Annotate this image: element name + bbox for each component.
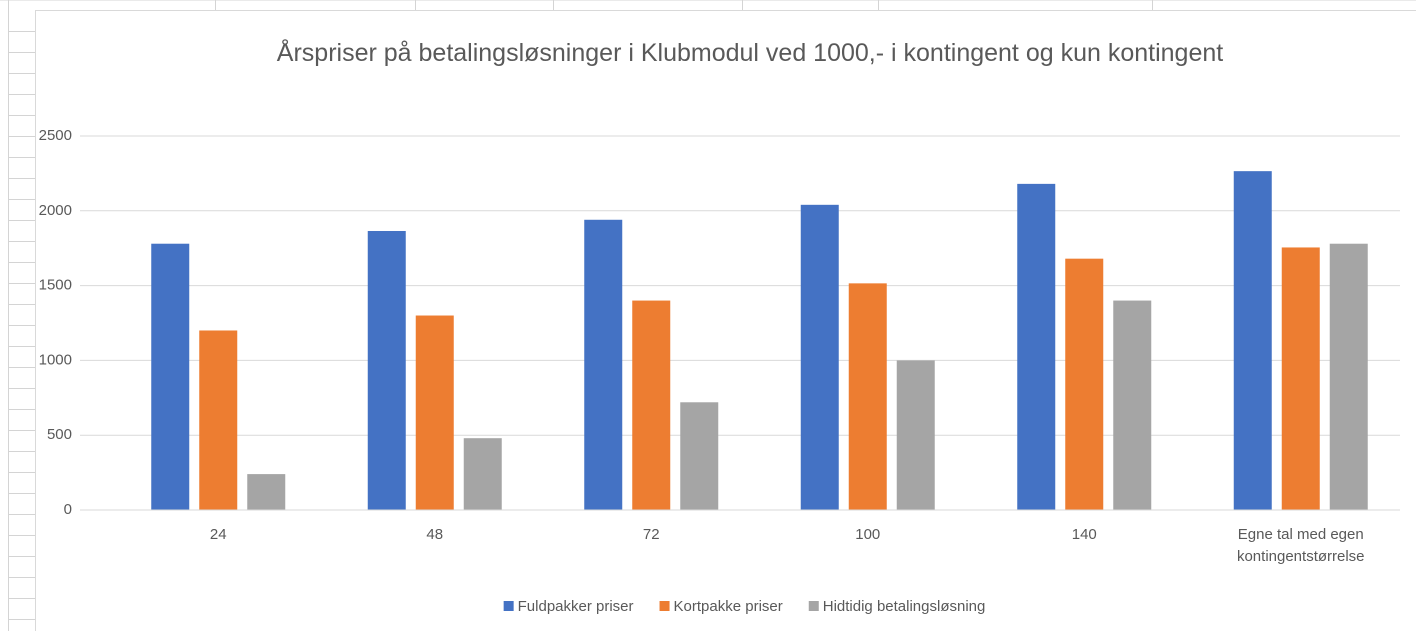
y-tick-label: 1000 (39, 351, 72, 368)
legend-swatch (659, 601, 670, 611)
bar (1281, 247, 1320, 510)
chart-title: Årspriser på betalingsløsninger i Klubmo… (276, 39, 1224, 67)
legend-label: Hidtidig betalingsløsning (823, 598, 986, 615)
bar (247, 474, 286, 510)
x-tick-label-box: 48 (426, 526, 444, 543)
bar (1329, 243, 1368, 510)
chart-area (35, 10, 1416, 631)
bar (800, 204, 839, 511)
legend-label: Kortpakke priser (674, 598, 783, 615)
legend-swatch (808, 601, 819, 611)
bar (463, 438, 502, 510)
x-tick-label: 72 (642, 526, 660, 543)
bar (415, 315, 454, 510)
bar (1017, 183, 1056, 510)
bar (896, 360, 935, 510)
x-tick-label-box: 72 (642, 526, 660, 543)
legend: Fuldpakker priser Kortpakke priser Hidtidi… (503, 598, 986, 615)
x-tick-label-box: 100 (855, 526, 881, 543)
x-tick-label: 48 (426, 526, 444, 543)
bar (632, 300, 671, 510)
y-tick-label: 2500 (39, 127, 72, 144)
y-tick-label: 1500 (39, 277, 72, 294)
bar (199, 330, 238, 510)
x-tick-label: 100 (855, 526, 881, 543)
legend-label: Fuldpakker priser (518, 598, 634, 615)
x-tick-label: 24 (209, 526, 227, 543)
x-tick-label-box: 24 (209, 526, 227, 543)
y-tick-label: 500 (47, 426, 72, 443)
bar (848, 283, 887, 510)
x-tick-label: 140 (1071, 526, 1097, 543)
bar (1233, 171, 1272, 510)
bar (584, 219, 623, 510)
bar (367, 230, 406, 510)
bar (680, 402, 719, 510)
x-tick-label-box: Egne tal med egen kontingentstørrelse (1236, 526, 1365, 565)
bar (1113, 300, 1152, 510)
x-tick-label-box: 140 (1071, 526, 1097, 543)
bar (1065, 258, 1104, 510)
legend-swatch (503, 601, 514, 611)
y-tick-label: 2000 (39, 202, 72, 219)
y-tick-label: 0 (64, 501, 72, 518)
bar (151, 243, 190, 510)
x-tick-label: Egne tal med egen kontingentstørrelse (1236, 526, 1365, 565)
chart-title-box: Årspriser på betalingsløsninger i Klubmo… (276, 39, 1224, 67)
